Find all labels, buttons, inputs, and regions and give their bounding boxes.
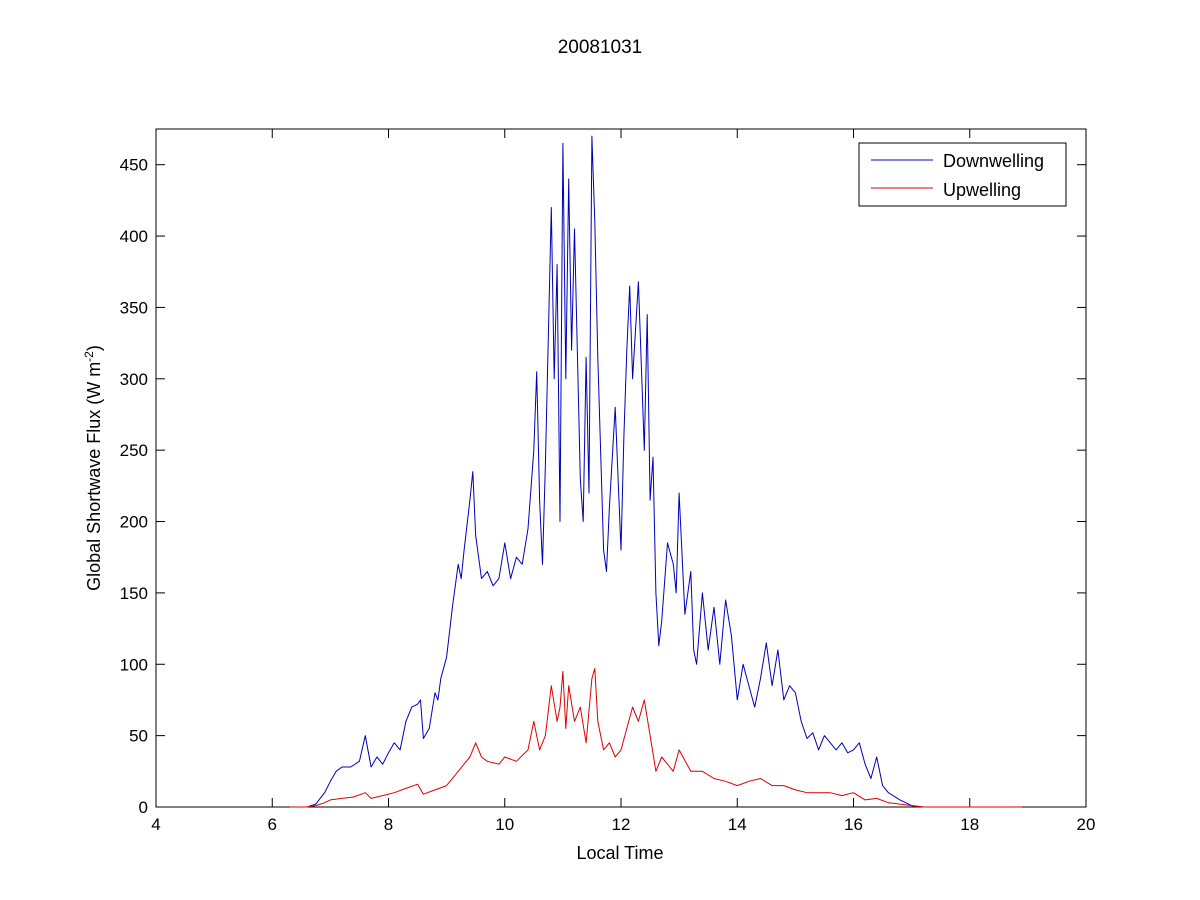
y-axis-label: Global Shortwave Flux (W m-2) [82, 345, 104, 591]
x-tick-label: 20 [1077, 815, 1096, 834]
x-axis: 4 6 8 10 12 14 16 18 20 [151, 129, 1095, 834]
x-axis-label: Local Time [576, 843, 663, 863]
y-tick-label: 450 [120, 156, 148, 175]
x-tick-label: 14 [728, 815, 747, 834]
x-tick-label: 12 [612, 815, 631, 834]
legend-label-downwelling: Downwelling [943, 151, 1044, 171]
y-axis-label-main: Global Shortwave Flux (W m [84, 362, 104, 591]
y-axis-label-superscript: -2 [82, 351, 96, 362]
series-layer [289, 135, 1023, 808]
plot-area: 4 6 8 10 12 14 16 18 20 0 50 100 150 200 250 300 350 400… [120, 128, 1095, 834]
y-tick-label: 300 [120, 370, 148, 389]
series-line-upwelling [289, 668, 1023, 808]
legend: Downwelling Upwelling [858, 142, 1067, 207]
legend-label-upwelling: Upwelling [943, 180, 1021, 200]
y-tick-label: 200 [120, 513, 148, 532]
y-tick-label: 100 [120, 655, 148, 674]
y-tick-label: 0 [139, 798, 148, 817]
x-tick-label: 4 [151, 815, 160, 834]
y-tick-label: 350 [120, 298, 148, 317]
y-tick-label: 150 [120, 584, 148, 603]
plot-box [155, 128, 1087, 808]
y-tick-label: 50 [129, 727, 148, 746]
chart-title: 20081031 [558, 37, 643, 58]
x-tick-label: 18 [960, 815, 979, 834]
x-tick-label: 10 [495, 815, 514, 834]
series-line-downwelling [289, 135, 930, 808]
legend-box [858, 142, 1067, 207]
y-tick-label: 250 [120, 441, 148, 460]
x-tick-label: 8 [384, 815, 393, 834]
y-axis-label-close: ) [84, 345, 104, 351]
x-tick-label: 6 [268, 815, 277, 834]
y-tick-label: 400 [120, 227, 148, 246]
y-axis: 0 50 100 150 200 250 300 350 400 450 [120, 156, 1086, 817]
x-tick-label: 16 [844, 815, 863, 834]
